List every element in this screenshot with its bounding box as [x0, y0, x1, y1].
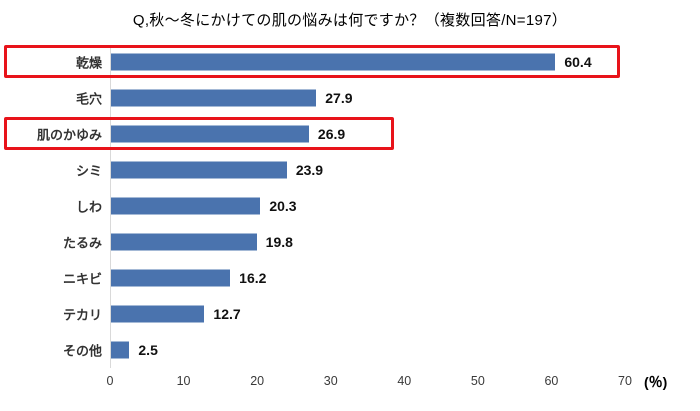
category-label: しわ — [75, 199, 102, 215]
value-label: 16.2 — [239, 270, 267, 286]
value-label: 23.9 — [295, 162, 324, 178]
value-label: 19.8 — [265, 234, 293, 250]
category-label: シミ — [75, 163, 102, 179]
bar — [111, 197, 261, 215]
x-axis: (％) 0 10 20 30 40 50 60 70 — [0, 372, 700, 396]
bar — [111, 89, 317, 107]
bar — [111, 53, 556, 71]
axis-tick-label: 30 — [323, 374, 338, 388]
y-axis-line — [110, 46, 111, 368]
chart-row: 乾燥 60.4 — [0, 44, 700, 80]
bar-chart: 乾燥 60.4 毛穴 27.9 肌のかゆみ 26.9 シミ 23.9 しわ 20.3 たるみ 19.8… — [0, 44, 700, 370]
chart-title: Q,秋～冬にかけての肌の悩みは何ですか？（複数回答/N=197） — [132, 12, 568, 29]
category-label: 乾燥 — [75, 55, 102, 71]
category-label: たるみ — [62, 235, 102, 251]
category-label: 毛穴 — [75, 91, 102, 107]
bar — [111, 305, 205, 323]
axis-tick-label: 40 — [397, 374, 412, 388]
value-label: 27.9 — [325, 90, 353, 106]
chart-row: 毛穴 27.9 — [0, 80, 700, 116]
chart-row: 肌のかゆみ 26.9 — [0, 116, 700, 152]
chart-row: その他 2.5 — [0, 332, 700, 368]
bar — [111, 269, 231, 287]
highlight-box — [4, 117, 394, 150]
axis-tick-label: 20 — [250, 374, 265, 388]
value-label: 26.9 — [317, 126, 346, 142]
bar — [111, 233, 257, 251]
bar — [111, 125, 309, 143]
axis-tick-label: 60 — [544, 374, 559, 388]
value-label: 60.4 — [564, 54, 592, 70]
value-label: 2.5 — [138, 342, 158, 358]
category-label: その他 — [62, 343, 102, 359]
chart-row: しわ 20.3 — [0, 188, 700, 224]
value-label: 12.7 — [213, 306, 241, 322]
axis-tick-label: 70 — [618, 374, 632, 388]
axis-tick-label: 50 — [470, 374, 485, 388]
bar — [111, 341, 130, 359]
axis-tick-label: 10 — [176, 374, 191, 388]
axis-tick-label: 0 — [106, 374, 114, 388]
category-label: 肌のかゆみ — [36, 127, 102, 143]
chart-row: ニキビ 16.2 — [0, 260, 700, 296]
chart-row: シミ 23.9 — [0, 152, 700, 188]
category-label: テカリ — [62, 307, 102, 323]
chart-row: テカリ 12.7 — [0, 296, 700, 332]
value-label: 20.3 — [269, 198, 297, 214]
bar — [111, 161, 287, 179]
axis-unit-label: (％) — [644, 374, 668, 390]
chart-row: たるみ 19.8 — [0, 224, 700, 260]
highlight-box — [4, 45, 620, 78]
category-label: ニキビ — [62, 271, 102, 287]
